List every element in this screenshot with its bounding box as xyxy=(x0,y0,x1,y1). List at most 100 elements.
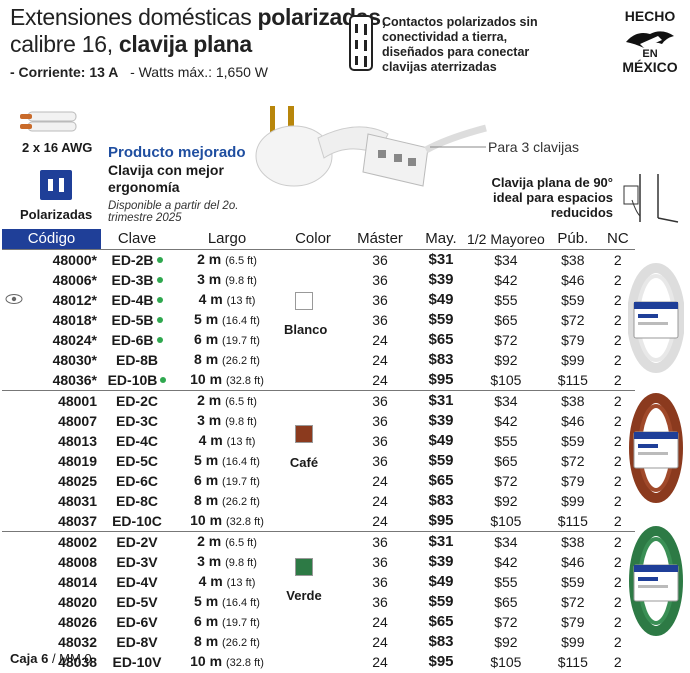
cell-publico: $59 xyxy=(561,292,585,308)
color-swatch-verde xyxy=(295,558,313,576)
cell-medio-mayoreo: $34 xyxy=(494,393,518,409)
table-row: 48006* ED-3B 3 m (9.8 ft) 36 $39 $42 $46 2 xyxy=(2,270,635,290)
cell-master: 24 xyxy=(372,332,388,348)
clave-text: ED-10C xyxy=(112,513,162,529)
plug-product-image xyxy=(255,106,487,187)
cell-nc: 2 xyxy=(613,493,622,509)
clave-text: ED-10B xyxy=(107,372,158,388)
largo-ft: (9.8 ft) xyxy=(225,557,257,569)
cell-nc: 2 xyxy=(613,292,622,308)
cell-mayoreo: $31 xyxy=(428,392,454,409)
largo-m: 10 m xyxy=(190,653,223,669)
color-group-blanco: Blanco xyxy=(284,292,327,337)
largo-ft: (19.7 ft) xyxy=(222,335,260,347)
cell-clave: ED-10C xyxy=(101,511,173,532)
largo-ft: (9.8 ft) xyxy=(225,275,257,287)
cell-medio-mayoreo: $55 xyxy=(494,292,518,308)
color-swatch-blanco xyxy=(295,292,313,310)
cell-master: 36 xyxy=(372,292,388,308)
cell-color xyxy=(281,270,345,290)
cell-nc: 2 xyxy=(613,634,622,650)
new-product-dot xyxy=(156,317,163,323)
cell-master: 24 xyxy=(345,370,415,391)
cell-master: 36 xyxy=(372,312,388,328)
header-color: Color xyxy=(281,229,345,250)
cell-master: 36 xyxy=(372,594,388,610)
cell-color xyxy=(281,511,345,532)
largo-ft: (13 ft) xyxy=(226,295,256,307)
page-title: Extensiones domésticas polarizadas, cali… xyxy=(10,4,387,57)
cell-publico: $38 xyxy=(561,534,585,550)
clave-text: ED-8V xyxy=(116,634,158,650)
cell-medio-mayoreo: $42 xyxy=(494,413,518,429)
cell-publico: $99 xyxy=(561,352,585,368)
clave-text: ED-4B xyxy=(111,292,154,308)
cell-codigo: 48025 xyxy=(58,473,97,489)
awg-label: 2 x 16 AWG xyxy=(22,140,93,155)
para-3-clavijas-label: Para 3 clavijas xyxy=(488,139,580,155)
table-row: 48000* ED-2B 2 m (6.5 ft) 36 $31 $34 $38 2 xyxy=(2,250,635,271)
cell-nc: 2 xyxy=(613,352,622,368)
cell-mayoreo: $65 xyxy=(428,613,454,630)
largo-ft: (32.8 ft) xyxy=(225,657,264,669)
cell-publico: $38 xyxy=(561,252,585,268)
clave-text: ED-6V xyxy=(116,614,158,630)
cell-medio-mayoreo: $92 xyxy=(494,493,518,509)
cell-clave: ED-4V xyxy=(101,572,173,592)
disponible-note: Disponible a partir del 2o. trimestre 20… xyxy=(108,200,239,224)
cell-nc: 2 xyxy=(600,511,635,532)
new-product-dot xyxy=(156,257,163,263)
cell-clave: ED-3V xyxy=(101,552,173,572)
cell-mayoreo: $39 xyxy=(428,553,454,570)
cell-nc: 2 xyxy=(613,272,622,288)
table-row: 48013 ED-4C 4 m (13 ft) 36 $49 $55 $59 2 xyxy=(2,431,635,451)
cell-publico: $79 xyxy=(561,614,585,630)
largo-ft: (16.4 ft) xyxy=(222,597,260,609)
table-row: 48026 ED-6V 6 m (19.7 ft) 24 $65 $72 $79 2 xyxy=(2,612,635,632)
largo-m: 6 m xyxy=(194,472,219,488)
largo-ft: (26.2 ft) xyxy=(222,496,260,508)
cell-nc: 2 xyxy=(613,614,622,630)
cell-mayoreo: $39 xyxy=(428,271,454,288)
clave-text: ED-3B xyxy=(111,272,154,288)
price-table-body: 48000* ED-2B 2 m (6.5 ft) 36 $31 $34 $38 2 48006… xyxy=(2,250,635,673)
cell-nc: 2 xyxy=(613,574,622,590)
cell-medio-mayoreo: $34 xyxy=(494,534,518,550)
pointer-line xyxy=(430,146,486,148)
cell-clave: ED-4B xyxy=(101,290,173,310)
clave-text: ED-10V xyxy=(112,654,162,670)
cell-publico: $72 xyxy=(561,594,585,610)
table-row: 48030* ED-8B 8 m (26.2 ft) 24 $83 $92 $99 2 xyxy=(2,350,635,370)
cell-codigo: 48032 xyxy=(58,634,97,650)
cell-clave: ED-8V xyxy=(101,632,173,652)
clave-text: ED-5C xyxy=(115,453,158,469)
clave-text: ED-6C xyxy=(115,473,158,489)
cell-publico: $38 xyxy=(561,393,585,409)
clave-text: ED-5B xyxy=(111,312,154,328)
cell-largo: 10 m (32.8 ft) xyxy=(173,370,281,391)
cell-mayoreo: $83 xyxy=(428,492,454,509)
cell-clave: ED-10B xyxy=(101,370,173,391)
cell-medio-mayoreo: $42 xyxy=(494,272,518,288)
cell-clave: ED-3C xyxy=(101,411,173,431)
clave-text: ED-2C xyxy=(115,393,158,409)
specs-line: - Corriente: 13 A - Watts máx.: 1,650 W xyxy=(10,64,269,80)
cell-largo: 5 m (16.4 ft) xyxy=(173,310,281,330)
cell-mayoreo: $49 xyxy=(428,291,454,308)
cell-largo: 2 m (6.5 ft) xyxy=(173,532,281,553)
new-product-dot xyxy=(156,297,163,303)
cell-publico: $46 xyxy=(561,272,585,288)
cell-medio-mayoreo: $92 xyxy=(494,352,518,368)
cell-largo: 2 m (6.5 ft) xyxy=(173,250,281,271)
cell-medio-mayoreo: $65 xyxy=(494,312,518,328)
cell-mayoreo: $31 xyxy=(428,251,454,268)
cell-largo: 5 m (16.4 ft) xyxy=(173,451,281,471)
cell-largo: 6 m (19.7 ft) xyxy=(173,612,281,632)
cell-clave: ED-5C xyxy=(101,451,173,471)
largo-ft: (6.5 ft) xyxy=(225,537,257,549)
largo-m: 8 m xyxy=(194,351,219,367)
largo-ft: (16.4 ft) xyxy=(222,456,260,468)
table-row: 48007 ED-3C 3 m (9.8 ft) 36 $39 $42 $46 2 xyxy=(2,411,635,431)
cell-medio-mayoreo: $105 xyxy=(467,370,545,391)
largo-m: 8 m xyxy=(194,492,219,508)
